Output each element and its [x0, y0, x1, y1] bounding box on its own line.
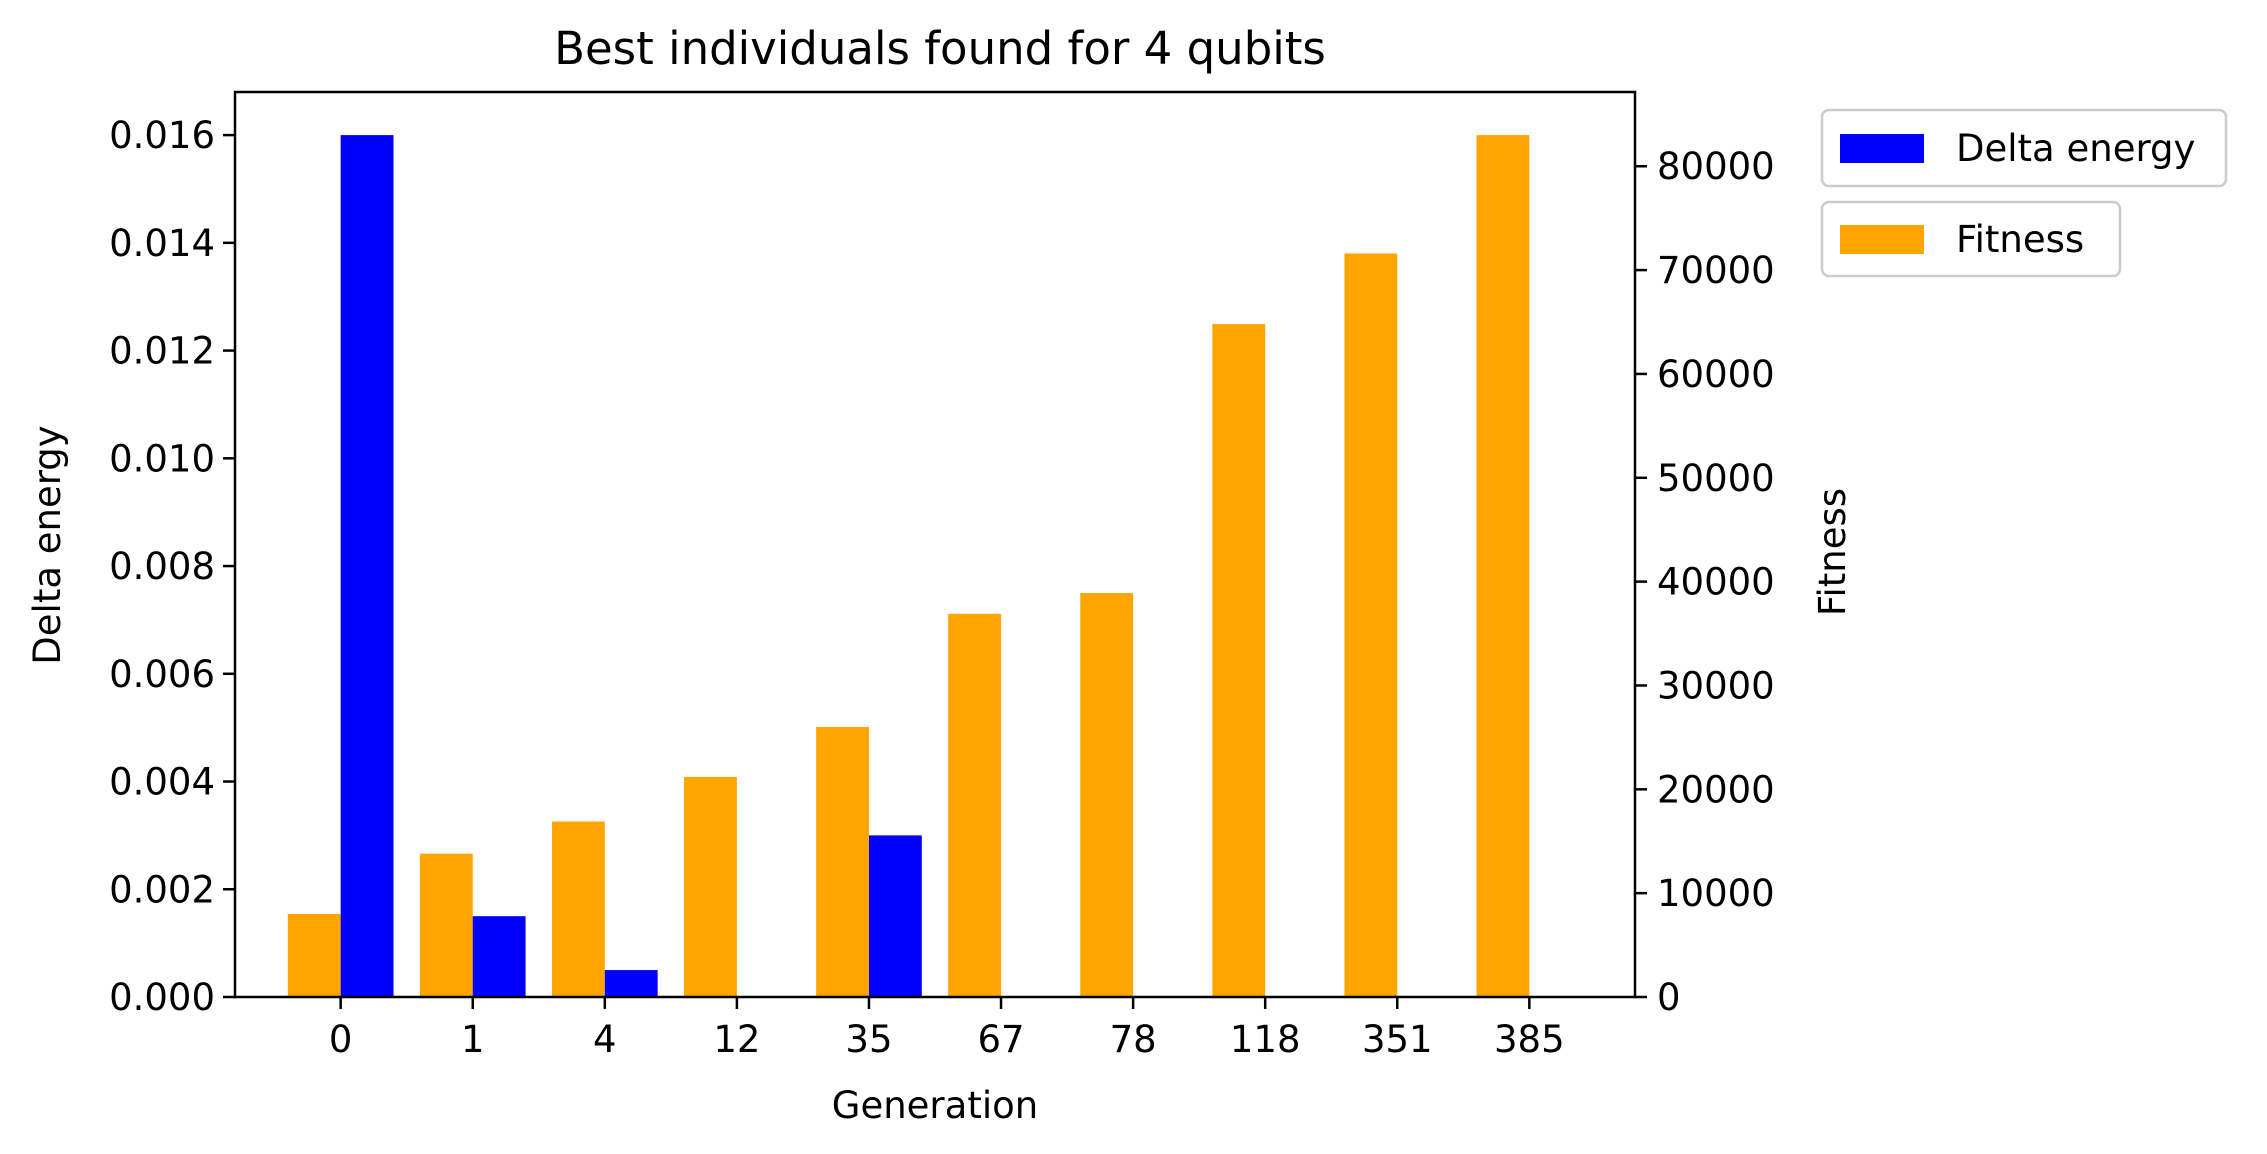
x-axis: 0 1 4 12 35 67 78 118 351 385	[329, 997, 1565, 1061]
bar-fitness-35	[816, 727, 869, 997]
bar-delta-energy-35	[868, 835, 922, 997]
legend-fitness: Fitness	[1820, 200, 2122, 278]
y-right-tick-label: 0	[1657, 976, 1681, 1019]
y-right-tick-label: 60000	[1657, 353, 1775, 396]
x-tick-label: 78	[1110, 1018, 1157, 1061]
x-tick-label: 12	[713, 1018, 760, 1061]
bar-fitness-12	[684, 776, 737, 997]
y-left-tick-label: 0.006	[109, 653, 215, 696]
y-left-tick-label: 0.000	[109, 976, 215, 1019]
x-tick-label: 351	[1362, 1018, 1433, 1061]
y-axis-right-label: Fitness	[1811, 488, 1854, 616]
y-axis-left: 0.000 0.002 0.004 0.006 0.008 0.010 0.012 0.014…	[109, 114, 235, 1019]
legend-fitness-label: Fitness	[1956, 218, 2084, 261]
x-axis-label: Generation	[832, 1084, 1038, 1127]
legend-delta-energy-label: Delta energy	[1956, 127, 2195, 170]
x-tick-label: 35	[845, 1018, 892, 1061]
y-right-tick-label: 10000	[1657, 872, 1775, 915]
y-axis-right: 0 10000 20000 30000 40000 50000 60000 70000 8000…	[1635, 145, 1775, 1019]
y-left-tick-label: 0.014	[109, 222, 215, 265]
y-right-tick-label: 80000	[1657, 145, 1775, 188]
bar-fitness-385	[1476, 135, 1530, 998]
bar-fitness-78	[1080, 593, 1134, 997]
y-left-tick-label: 0.016	[109, 114, 215, 157]
legend-delta-energy-frame	[1820, 108, 2228, 188]
bar-delta-energy-0	[340, 135, 394, 998]
y-right-tick-label: 40000	[1657, 561, 1775, 604]
chart-title: Best individuals found for 4 qubits	[554, 22, 1326, 75]
bar-fitness-4	[551, 821, 605, 997]
x-tick-label: 67	[977, 1018, 1024, 1061]
legend-delta-energy-swatch	[1840, 134, 1924, 163]
y-left-tick-label: 0.008	[109, 545, 215, 588]
y-right-tick-label: 20000	[1657, 768, 1775, 811]
bar-fitness-1	[419, 853, 473, 997]
y-right-tick-label: 30000	[1657, 664, 1775, 707]
y-right-tick-label: 50000	[1657, 457, 1775, 500]
y-axis-left-label: Delta energy	[26, 425, 69, 664]
legend-fitness-frame	[1820, 200, 2122, 278]
bars-layer	[287, 135, 1530, 998]
plot-frame	[233, 90, 1637, 999]
legend-fitness-swatch	[1840, 225, 1924, 254]
y-left-tick-label: 0.002	[109, 868, 215, 911]
y-left-tick-label: 0.010	[109, 437, 215, 480]
bar-fitness-67	[948, 613, 1002, 997]
bar-delta-energy-1	[472, 916, 526, 997]
y-left-tick-label: 0.004	[109, 761, 215, 804]
bar-fitness-351	[1344, 253, 1398, 997]
x-tick-label: 0	[329, 1018, 353, 1061]
legend-delta-energy: Delta energy	[1820, 108, 2228, 188]
bar-delta-energy-4	[604, 970, 658, 997]
x-tick-label: 118	[1230, 1018, 1301, 1061]
x-tick-label: 1	[461, 1018, 485, 1061]
bar-fitness-0	[287, 913, 341, 997]
y-right-tick-label: 70000	[1657, 249, 1775, 292]
bar-fitness-118	[1212, 324, 1266, 998]
x-tick-label: 4	[593, 1018, 617, 1061]
x-tick-label: 385	[1494, 1018, 1565, 1061]
y-left-tick-label: 0.012	[109, 330, 215, 373]
